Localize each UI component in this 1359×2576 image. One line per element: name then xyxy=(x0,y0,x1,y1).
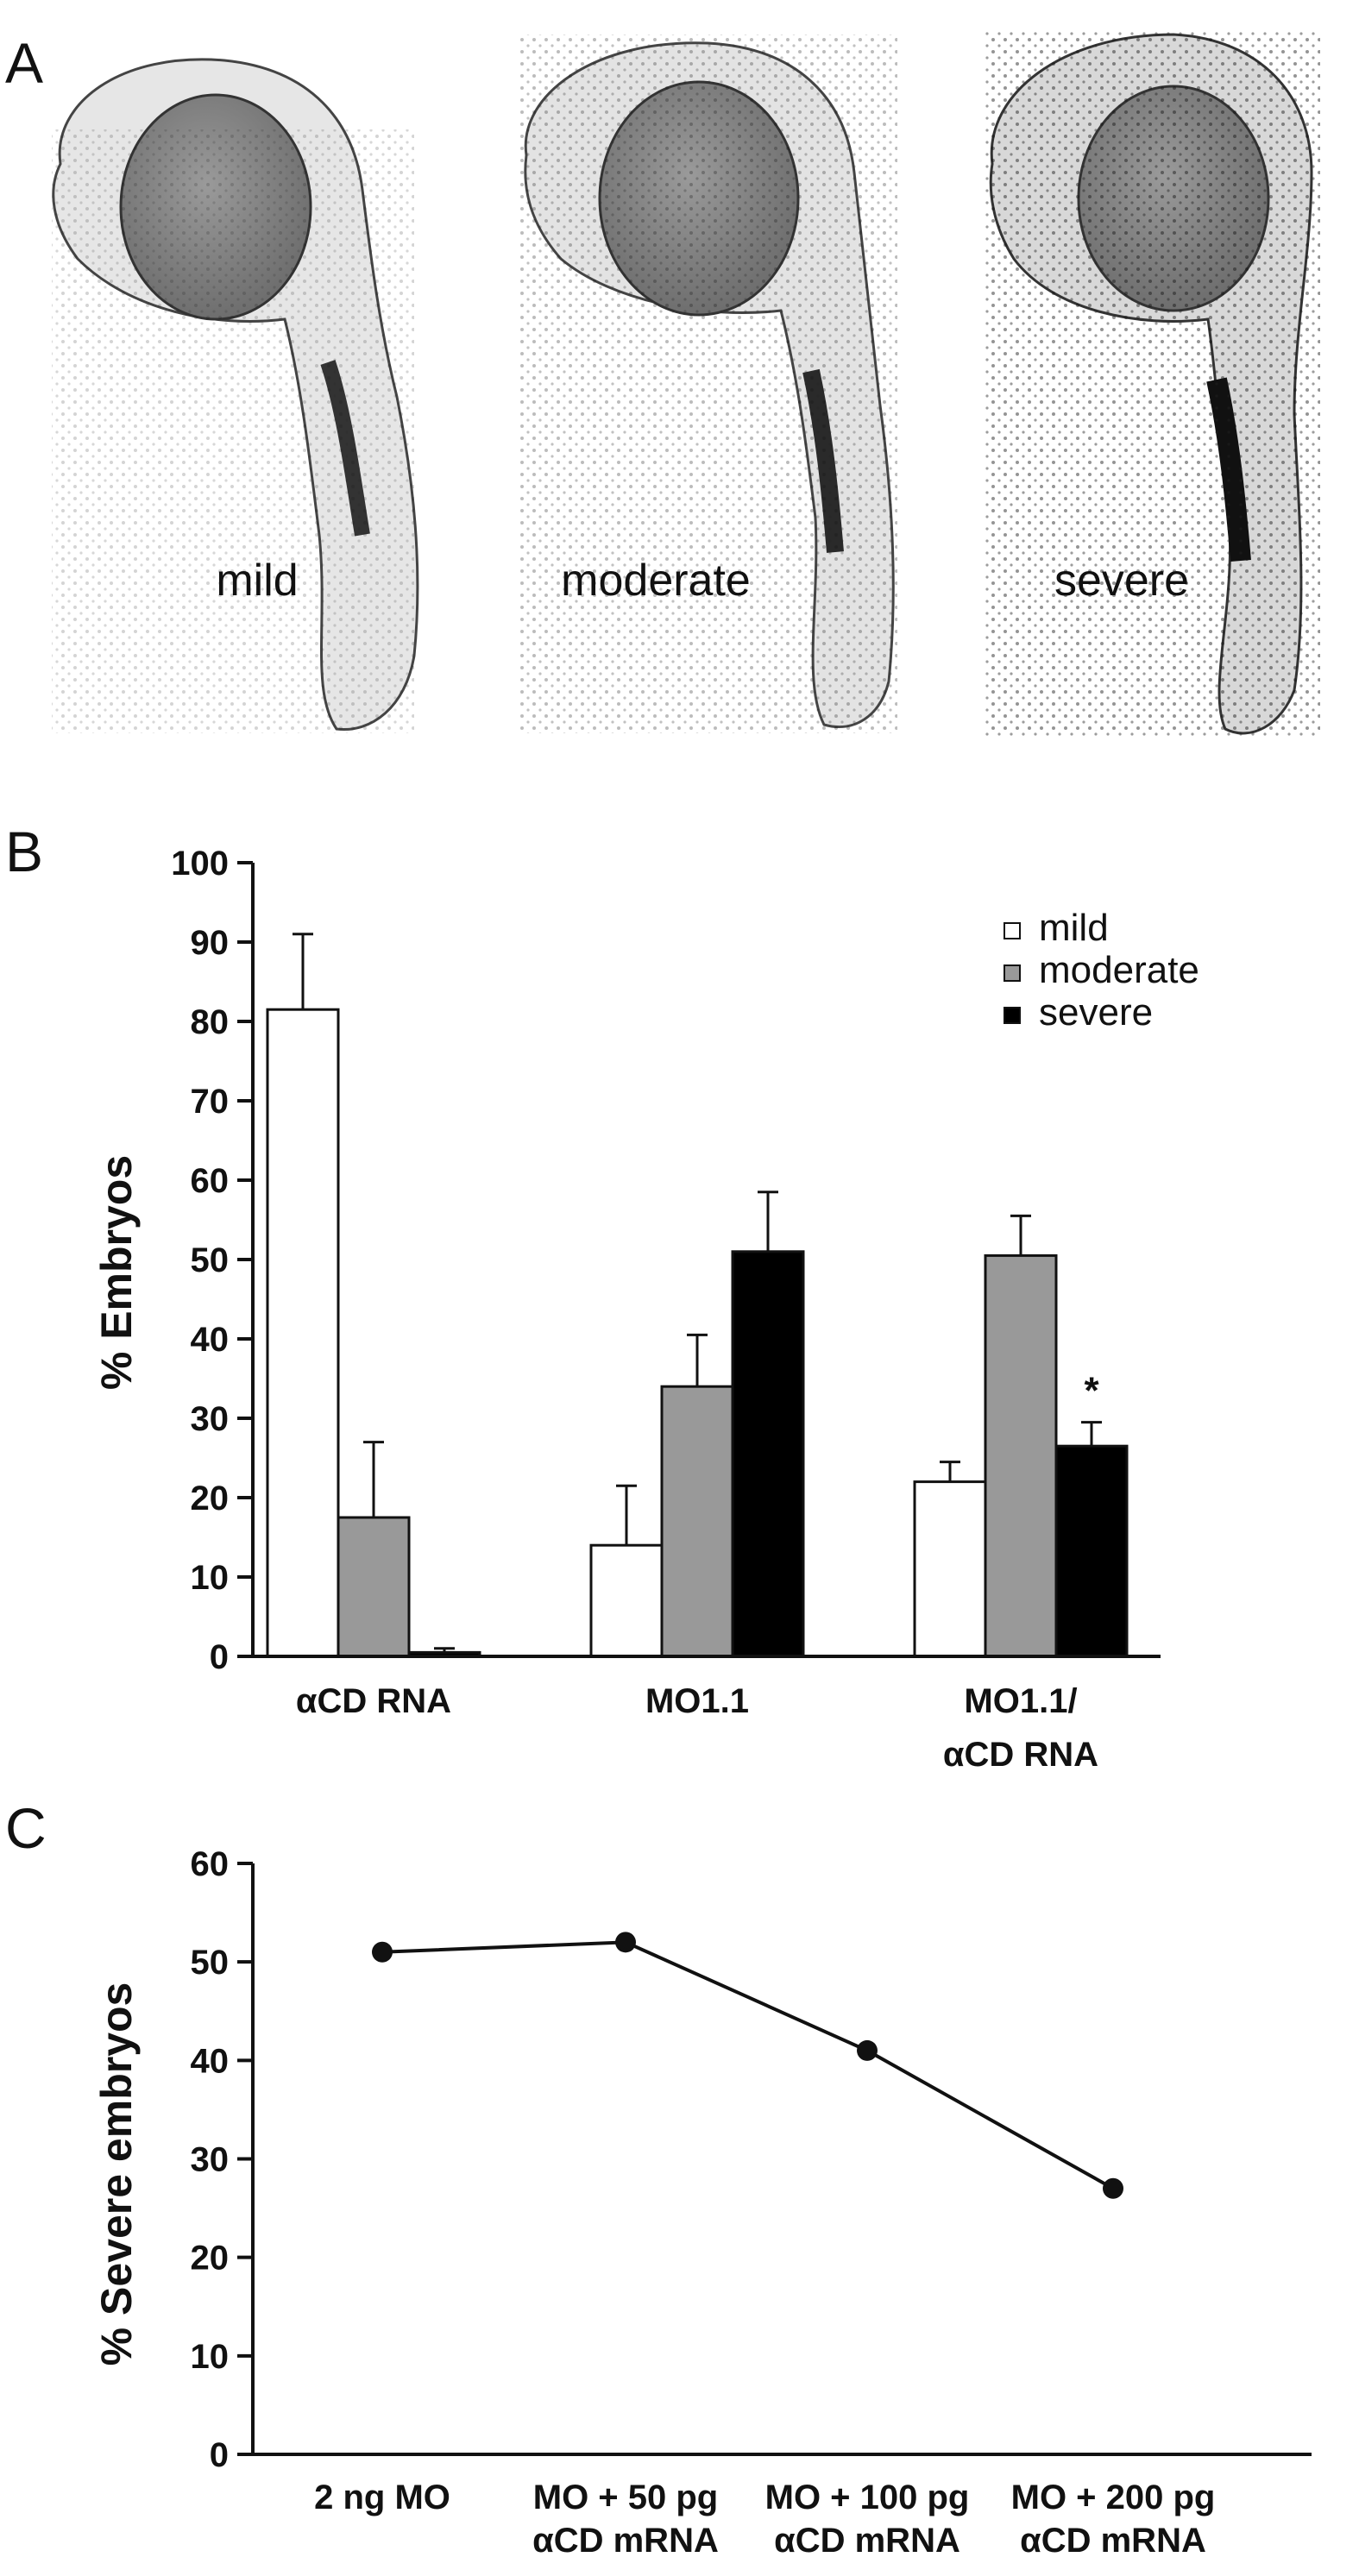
panel-b: B % Embryos 0 10 20 30 40 50 60 70 80 90 100 αCD R… xyxy=(5,820,1199,1774)
legend-swatch-mild xyxy=(1004,922,1021,939)
panel-c-category-label: 2 ng MO xyxy=(314,2479,450,2516)
legend-label-mild: mild xyxy=(1039,907,1109,949)
embryo-image-moderate xyxy=(518,35,897,733)
panel-b-legend: mild moderate severe xyxy=(1004,907,1199,1034)
panel-c-category-label: MO + 100 pg xyxy=(765,2479,970,2516)
embryo-image-mild xyxy=(52,58,419,733)
panel-b-y-ticks: 0 10 20 30 40 50 60 70 80 90 100 xyxy=(171,845,253,1676)
panel-c-category-label: MO + 50 pg xyxy=(533,2479,719,2516)
legend-label-severe: severe xyxy=(1039,991,1153,1034)
panel-c-y-ticks: 0 10 20 30 40 50 60 xyxy=(191,1845,253,2474)
phenotype-label-severe: severe xyxy=(1054,556,1189,606)
bar-moderate xyxy=(984,1253,1058,1658)
panel-c-y-axis-title: % Severe embryos xyxy=(92,1982,141,2366)
panel-b-category-label: αCD RNA xyxy=(943,1736,1098,1774)
panel-b-letter: B xyxy=(5,820,43,883)
panel-b-category-label: MO1.1/ xyxy=(964,1682,1077,1720)
panel-b-y-tick-label: 0 xyxy=(210,1638,229,1676)
panel-b-y-tick-label: 10 xyxy=(191,1559,230,1597)
panel-b-y-axis-title: % Embryos xyxy=(92,1155,141,1390)
legend-swatch-severe xyxy=(1004,1007,1021,1024)
panel-b-y-tick-label: 20 xyxy=(191,1480,230,1517)
panel-b-y-tick-label: 80 xyxy=(191,1003,230,1041)
embryo-image-severe xyxy=(984,30,1320,738)
bar-moderate xyxy=(660,1385,734,1658)
significance-marker: * xyxy=(1084,1370,1099,1412)
panel-c-category-labels: 2 ng MO MO + 50 pg αCD mRNA MO + 100 pg αCD … xyxy=(314,2479,1215,2560)
panel-c-series-line xyxy=(381,1940,1114,2190)
panel-c-y-tick-label: 0 xyxy=(210,2436,229,2474)
bar-severe xyxy=(731,1250,805,1658)
bar-moderate xyxy=(337,1516,411,1658)
panel-c-letter: C xyxy=(5,1796,47,1860)
panel-b-error-bars xyxy=(293,933,1102,1653)
panel-c-y-tick-label: 40 xyxy=(191,2042,230,2080)
panel-c-data-point xyxy=(857,2039,878,2061)
panel-b-category-labels: αCD RNA MO1.1 MO1.1/αCD RNA xyxy=(296,1682,1098,1774)
panel-c-category-label: αCD mRNA xyxy=(1020,2522,1206,2560)
panel-b-y-tick-label: 100 xyxy=(171,845,229,883)
phenotype-label-moderate: moderate xyxy=(561,556,751,606)
panel-a: A mild moderate severe xyxy=(5,30,1320,738)
panel-a-letter: A xyxy=(5,31,43,95)
panel-b-y-tick-label: 70 xyxy=(191,1083,230,1121)
legend-swatch-moderate xyxy=(1004,964,1021,982)
panel-b-bars xyxy=(266,1008,1129,1658)
panel-b-y-tick-label: 40 xyxy=(191,1321,230,1359)
panel-c-data-point xyxy=(615,1932,636,1953)
panel-c-category-label: αCD mRNA xyxy=(532,2522,719,2560)
panel-c-category-label: αCD mRNA xyxy=(774,2522,960,2560)
bar-mild xyxy=(913,1480,987,1658)
legend-label-moderate: moderate xyxy=(1039,949,1199,991)
panel-b-y-tick-label: 60 xyxy=(191,1162,230,1200)
panel-c-y-tick-label: 20 xyxy=(191,2240,230,2278)
panel-c-y-tick-label: 50 xyxy=(191,1944,230,1982)
panel-b-y-tick-label: 90 xyxy=(191,924,230,962)
phenotype-label-mild: mild xyxy=(216,556,298,606)
panel-c-y-tick-label: 10 xyxy=(191,2338,230,2376)
panel-c-category-label: MO + 200 pg xyxy=(1011,2479,1216,2516)
panel-c-data-point xyxy=(1103,2177,1123,2199)
bar-severe xyxy=(1054,1444,1129,1658)
panel-b-category-label: αCD RNA xyxy=(296,1682,451,1720)
panel-b-y-tick-label: 50 xyxy=(191,1241,230,1279)
panel-b-y-tick-label: 30 xyxy=(191,1400,230,1438)
panel-c-y-tick-label: 60 xyxy=(191,1845,230,1883)
panel-c: C % Severe embryos 0 10 20 30 40 50 60 2 ng MO… xyxy=(5,1796,1312,2560)
panel-b-category-label: MO1.1 xyxy=(645,1682,749,1720)
bar-mild xyxy=(266,1008,340,1658)
panel-c-data-point xyxy=(372,1941,393,1963)
panel-c-points xyxy=(372,1932,1123,2199)
panel-c-y-tick-label: 30 xyxy=(191,2141,230,2179)
bar-mild xyxy=(589,1543,664,1658)
